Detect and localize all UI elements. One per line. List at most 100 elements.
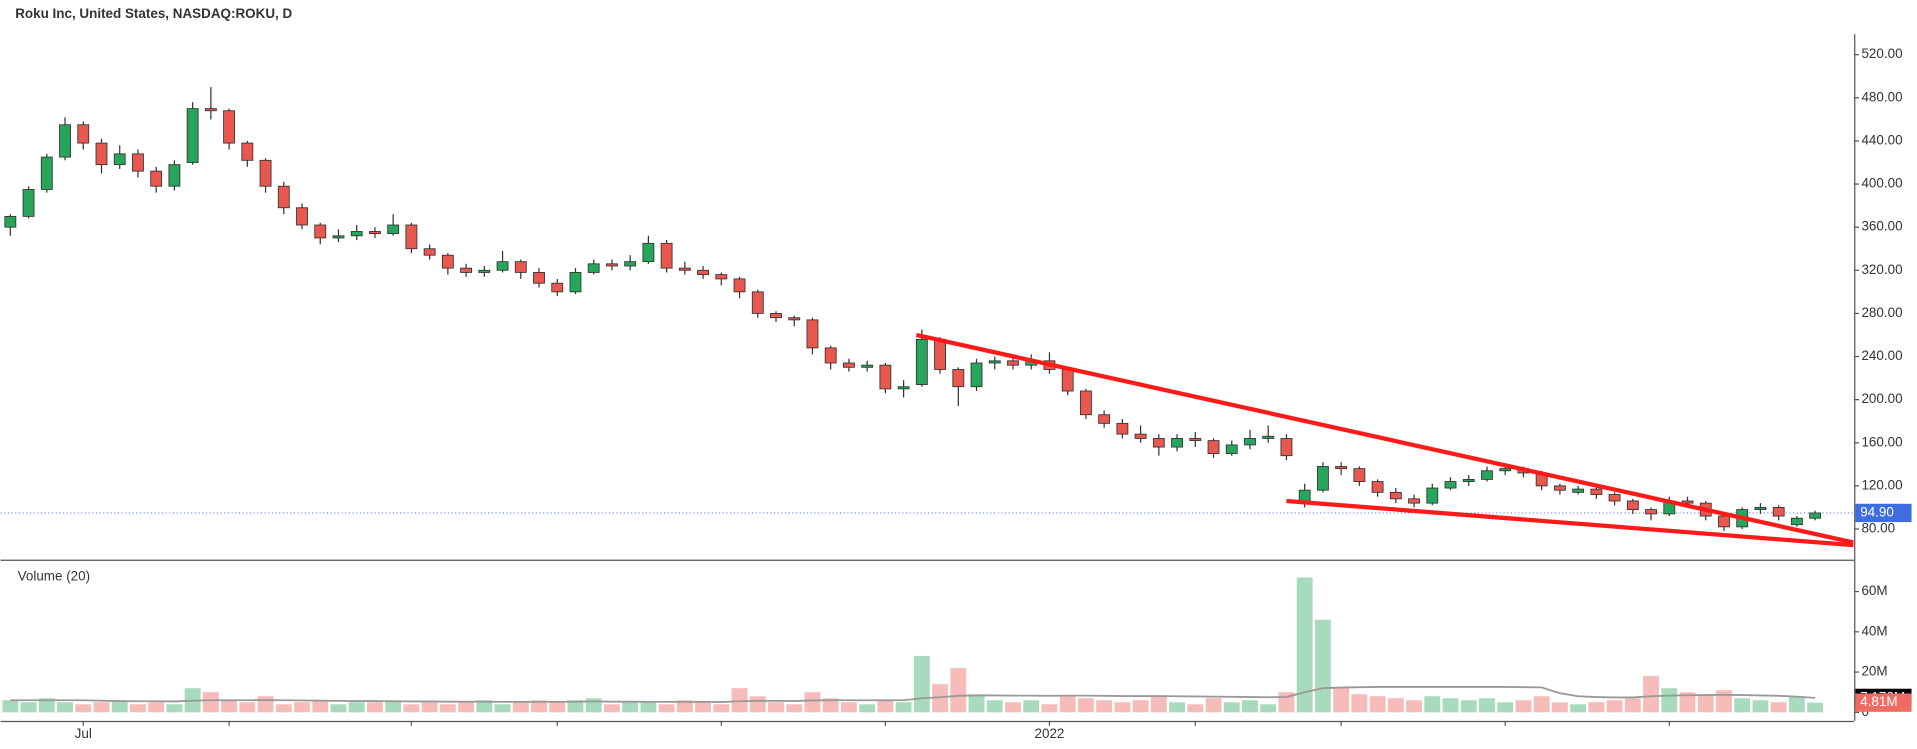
candle-body	[770, 312, 782, 319]
candle-body	[1079, 390, 1092, 416]
candle-body	[934, 338, 947, 370]
volume-bar	[275, 704, 292, 713]
candle-body	[824, 347, 837, 364]
volume-bar	[476, 700, 493, 713]
candle-body	[186, 108, 199, 163]
volume-bar	[1150, 696, 1167, 713]
candle-body	[314, 224, 327, 239]
candle-body	[1772, 507, 1785, 517]
volume-bar	[1424, 696, 1441, 713]
candle-body	[95, 142, 108, 166]
volume-bar	[1132, 700, 1149, 713]
candle-body	[168, 164, 181, 187]
volume-bar	[1260, 704, 1277, 713]
candle-body	[952, 369, 965, 388]
candle-body	[1590, 488, 1603, 495]
volume-bar	[1570, 704, 1587, 713]
candle-body	[1481, 470, 1493, 480]
candle-body	[150, 170, 163, 187]
candle-body	[77, 124, 90, 144]
last-price-box	[1855, 503, 1912, 523]
volume-bar	[913, 655, 930, 713]
candle-body	[1645, 509, 1657, 515]
volume-bar	[1515, 700, 1532, 713]
volume-tick-label: 40M	[1861, 623, 1887, 638]
volume-bar	[622, 702, 639, 713]
volume-bar	[950, 668, 967, 713]
candle-body	[1389, 491, 1402, 500]
candle-body	[1262, 435, 1275, 439]
candle-body	[223, 110, 236, 144]
volume-bar	[1497, 702, 1514, 713]
volume-bar	[148, 702, 165, 713]
candle-body	[1809, 512, 1822, 519]
candle-body	[915, 338, 928, 385]
candle-body	[533, 272, 545, 284]
volume-bar	[348, 702, 365, 713]
candle-body	[369, 231, 381, 235]
candle-body	[1171, 438, 1183, 448]
volume-bar	[731, 688, 748, 713]
candle-body	[1572, 488, 1585, 493]
volume-bar	[1734, 698, 1751, 713]
y-tick-label: 80.00	[1861, 521, 1895, 536]
candle-body	[569, 272, 582, 293]
volume-bar	[458, 702, 475, 713]
volume-bar	[1223, 702, 1240, 713]
candle-body	[1353, 468, 1366, 482]
candle-body	[40, 156, 53, 190]
volume-bar	[312, 700, 329, 713]
volume-bar	[1551, 702, 1568, 713]
volume-bar	[585, 698, 602, 713]
candle-body	[1207, 440, 1220, 454]
volume-bar	[1059, 696, 1076, 713]
volume-bar	[1041, 704, 1058, 713]
volume-bar	[1679, 692, 1696, 713]
candle-body	[1790, 517, 1803, 526]
last-price-label: 94.90	[1860, 504, 1894, 519]
candle-body	[132, 153, 144, 172]
volume-bar	[385, 700, 402, 713]
candle-body	[897, 386, 910, 390]
candle-body	[1718, 515, 1730, 528]
candle-body	[1754, 507, 1767, 511]
candle-body	[587, 263, 600, 273]
candle-body	[1244, 438, 1256, 446]
candle-body	[1134, 433, 1147, 439]
volume-bar	[567, 700, 584, 713]
volume-bar	[822, 698, 839, 713]
volume-bar	[1351, 694, 1368, 713]
volume-bar	[1588, 702, 1605, 713]
volume-bar	[257, 696, 274, 713]
candle-body	[751, 291, 764, 314]
volume-bar	[221, 700, 238, 713]
volume-bar	[1752, 700, 1769, 713]
candle-body	[1225, 444, 1238, 454]
volume-bar	[676, 700, 693, 713]
volume-bar	[932, 684, 949, 713]
volume-bar	[1406, 700, 1423, 713]
candle-body	[1152, 438, 1165, 448]
volume-bar	[549, 702, 566, 713]
volume-bar	[695, 702, 712, 713]
volume-bar	[20, 702, 37, 713]
candle-body	[861, 364, 874, 368]
volume-bar	[986, 700, 1003, 713]
volume-bar	[111, 700, 128, 713]
candle-body	[988, 360, 1001, 364]
candle-body	[387, 224, 400, 235]
volume-bar	[403, 704, 420, 713]
candle-body	[660, 242, 673, 269]
volume-bar	[38, 698, 55, 713]
candle-body	[715, 274, 728, 280]
candle-body	[1426, 487, 1439, 504]
trendline	[1286, 498, 1854, 548]
volume-bar	[603, 704, 620, 713]
volume-bar	[1169, 702, 1186, 713]
candle-body	[678, 267, 691, 271]
y-tick-label: 280.00	[1861, 305, 1902, 320]
volume-bar	[512, 702, 529, 713]
volume-ma-line	[10, 686, 1816, 703]
volume-bar	[421, 702, 438, 713]
candle-body	[551, 282, 564, 293]
